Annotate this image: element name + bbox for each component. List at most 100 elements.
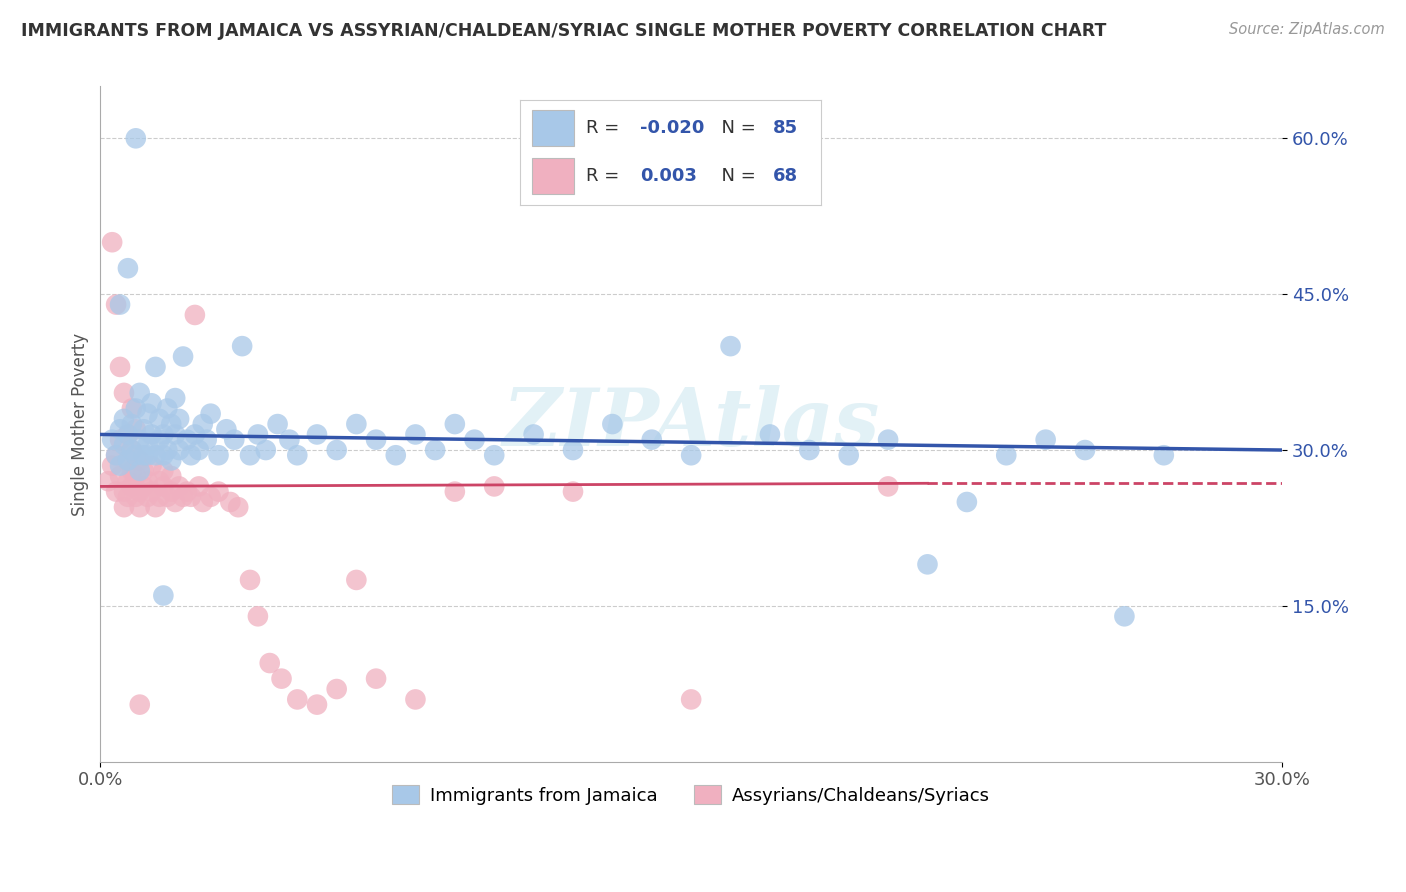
Point [141, 396, 163, 410]
Point [121, 417, 143, 431]
Point [160, 417, 183, 431]
Point [117, 474, 139, 488]
Point [956, 495, 979, 509]
Point [305, 427, 328, 442]
Point [200, 490, 222, 504]
Point [404, 692, 426, 706]
Point [266, 417, 288, 431]
Point [184, 427, 207, 442]
Point [215, 422, 238, 436]
Point [152, 448, 174, 462]
Point [207, 484, 229, 499]
Point [641, 433, 664, 447]
Point [404, 427, 426, 442]
Point [128, 500, 150, 515]
Point [364, 433, 387, 447]
Point [117, 261, 139, 276]
Point [108, 422, 131, 436]
Point [562, 443, 585, 458]
Point [125, 469, 148, 483]
Point [484, 448, 506, 462]
Point [1035, 433, 1057, 447]
Point [681, 692, 703, 706]
Point [156, 490, 179, 504]
Point [231, 339, 253, 353]
Point [136, 407, 159, 421]
Point [195, 433, 218, 447]
Point [117, 453, 139, 467]
Point [136, 448, 159, 462]
Point [1074, 443, 1097, 458]
Point [464, 433, 486, 447]
Point [112, 484, 135, 499]
Point [132, 422, 155, 436]
Point [128, 433, 150, 447]
Text: Source: ZipAtlas.com: Source: ZipAtlas.com [1229, 22, 1385, 37]
Text: IMMIGRANTS FROM JAMAICA VS ASSYRIAN/CHALDEAN/SYRIAC SINGLE MOTHER POVERTY CORREL: IMMIGRANTS FROM JAMAICA VS ASSYRIAN/CHAL… [21, 22, 1107, 40]
Point [838, 448, 860, 462]
Point [239, 573, 262, 587]
Point [167, 443, 190, 458]
Text: ZIPAtlas: ZIPAtlas [502, 385, 880, 463]
Point [523, 427, 546, 442]
Point [917, 558, 939, 572]
Point [278, 433, 301, 447]
Point [1114, 609, 1136, 624]
Point [125, 131, 148, 145]
Point [141, 427, 163, 442]
Point [117, 453, 139, 467]
Point [125, 401, 148, 416]
Point [239, 448, 262, 462]
Point [97, 474, 120, 488]
Point [443, 484, 465, 499]
Point [121, 443, 143, 458]
Point [117, 427, 139, 442]
Point [152, 589, 174, 603]
Point [187, 479, 209, 493]
Point [207, 448, 229, 462]
Point [305, 698, 328, 712]
Point [176, 433, 198, 447]
Point [877, 433, 900, 447]
Point [270, 672, 292, 686]
Point [117, 490, 139, 504]
Point [681, 448, 703, 462]
Point [117, 427, 139, 442]
Point [165, 391, 187, 405]
Point [108, 458, 131, 473]
Point [132, 464, 155, 478]
Point [759, 427, 782, 442]
Point [132, 448, 155, 462]
Point [132, 479, 155, 493]
Point [152, 479, 174, 493]
Point [167, 412, 190, 426]
Point [259, 656, 281, 670]
Point [1153, 448, 1175, 462]
Point [148, 490, 170, 504]
Point [145, 500, 167, 515]
Point [152, 464, 174, 478]
Point [108, 433, 131, 447]
Point [148, 412, 170, 426]
Point [995, 448, 1018, 462]
Point [128, 385, 150, 400]
Point [121, 464, 143, 478]
Point [136, 438, 159, 452]
Point [112, 438, 135, 452]
Point [121, 479, 143, 493]
Point [187, 443, 209, 458]
Point [108, 469, 131, 483]
Point [101, 458, 124, 473]
Point [101, 235, 124, 250]
Point [877, 479, 900, 493]
Point [191, 495, 214, 509]
Point [443, 417, 465, 431]
Point [136, 474, 159, 488]
Point [105, 297, 128, 311]
Point [165, 427, 187, 442]
Point [101, 433, 124, 447]
Point [180, 448, 202, 462]
Point [108, 359, 131, 374]
Point [156, 443, 179, 458]
Point [184, 308, 207, 322]
